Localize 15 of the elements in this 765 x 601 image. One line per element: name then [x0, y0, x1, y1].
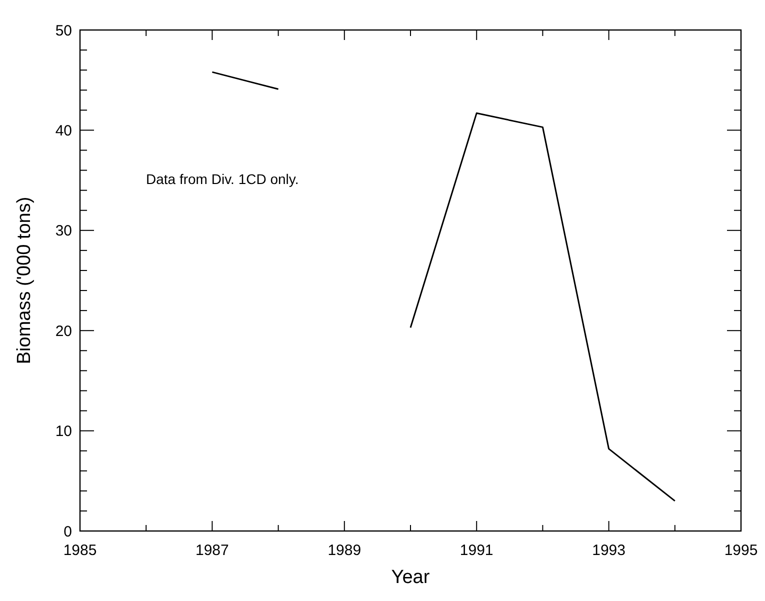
- y-axis-title: Biomass ('000 tons): [14, 196, 35, 364]
- y-tick-label: 20: [55, 322, 72, 340]
- x-tick-label: 1985: [63, 542, 97, 559]
- x-tick-label: 1995: [724, 542, 758, 559]
- x-tick-label: 1991: [460, 542, 494, 559]
- y-tick-label: 10: [55, 423, 72, 440]
- y-tick-label: 30: [55, 222, 72, 240]
- y-tick-label: 50: [55, 22, 72, 40]
- x-tick-label: 1987: [196, 542, 229, 559]
- x-axis-title: Year: [391, 567, 430, 588]
- y-tick-label: 0: [64, 523, 72, 540]
- x-tick-label: 1993: [592, 542, 626, 559]
- annotation: Data from Div. 1CD only.: [146, 171, 299, 188]
- y-tick-label: 40: [55, 122, 72, 140]
- x-tick-label: 1989: [328, 542, 362, 559]
